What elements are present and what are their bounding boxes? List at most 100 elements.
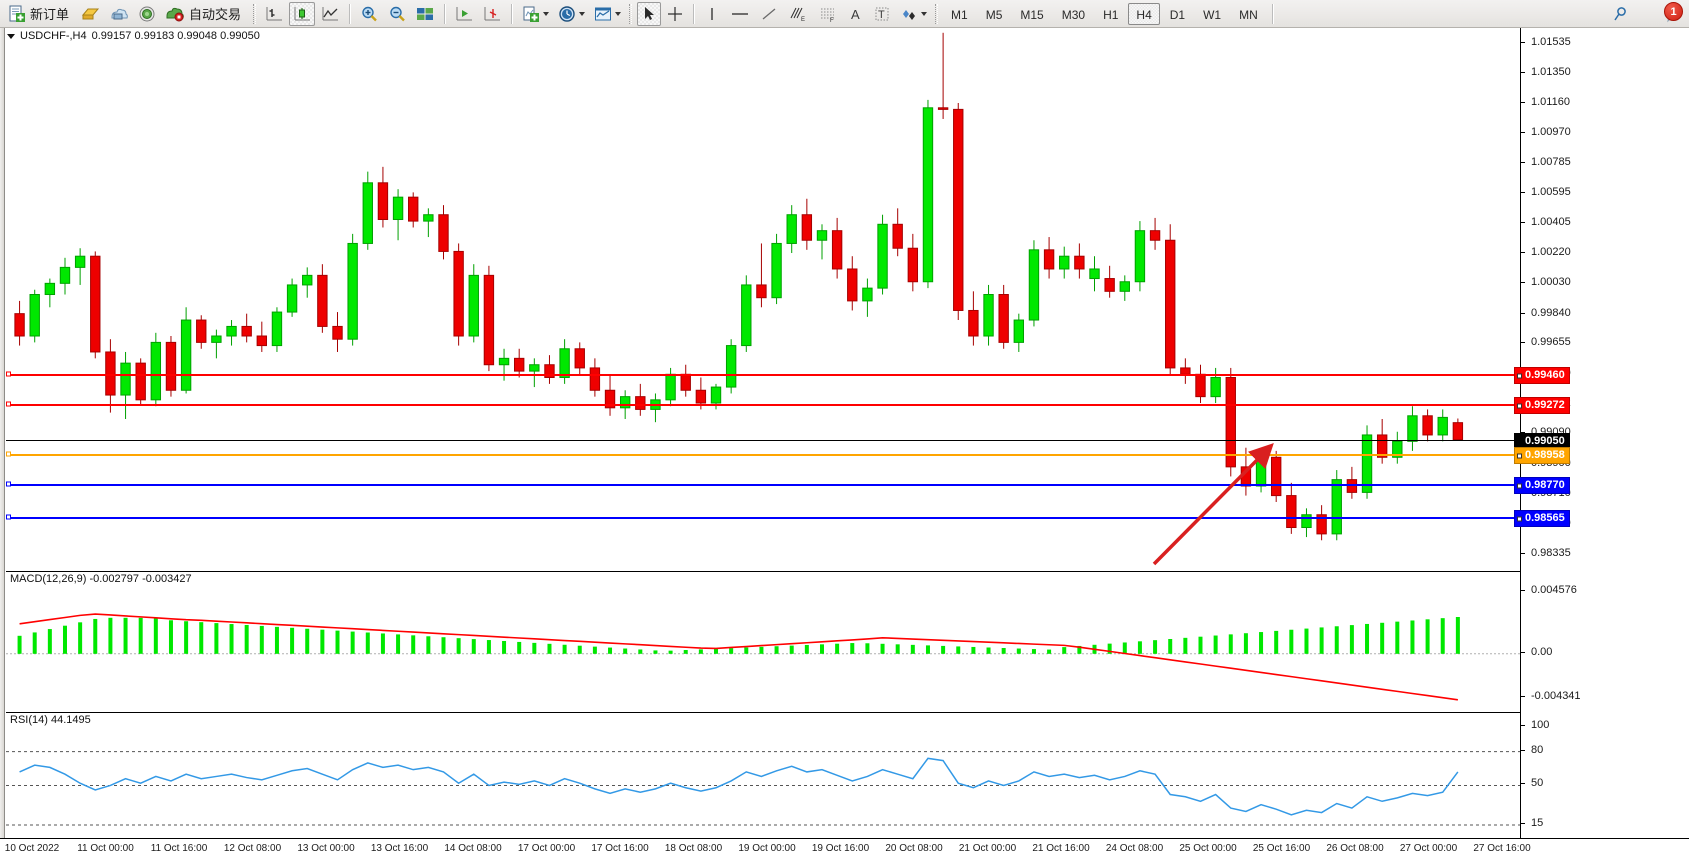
macd-histogram-bar — [562, 644, 567, 654]
macd-histogram-bar — [910, 644, 915, 654]
macd-histogram-bar — [1198, 636, 1203, 654]
price-level-tag[interactable]: 0.98565 — [1514, 510, 1570, 528]
macd-histogram-bar — [1001, 648, 1006, 654]
auto-trading-button[interactable]: 自动交易 — [162, 2, 248, 26]
timeframe-h4[interactable]: H4 — [1128, 2, 1160, 25]
candle-body — [1286, 495, 1297, 529]
chevron-down-icon[interactable] — [579, 11, 586, 16]
vertical-line-tool-button[interactable] — [700, 2, 724, 26]
timeframe-m5[interactable]: M5 — [985, 7, 1003, 22]
candle-body — [1361, 434, 1373, 493]
indicators-button[interactable] — [590, 2, 624, 26]
price-level-line[interactable] — [6, 454, 1520, 457]
candle-body — [59, 266, 71, 284]
price-level-tag[interactable]: 0.99460 — [1514, 367, 1570, 385]
time-tick-label: 12 Oct 08:00 — [223, 843, 282, 854]
tag-handle[interactable] — [1517, 516, 1522, 522]
timeframe-m30[interactable]: M30 — [1061, 7, 1086, 22]
chart-window[interactable]: USDCHF-,H4 0.99157 0.99183 0.99048 0.990… — [0, 28, 1689, 866]
time-axis[interactable]: 10 Oct 2022 11 Oct 00:00 11 Oct 16:00 12 Oc… — [0, 838, 1689, 866]
macd-histogram-bar — [1334, 626, 1339, 654]
macd-histogram-bar — [411, 635, 416, 654]
macd-histogram-bar — [1319, 627, 1324, 654]
tile-windows-button[interactable] — [412, 2, 438, 26]
candle-body — [317, 274, 328, 327]
trendline-tool-button[interactable] — [756, 2, 782, 26]
text-tool-button[interactable]: A — [844, 2, 868, 26]
candlestick-chart-button[interactable] — [289, 1, 316, 26]
price-level-tag[interactable]: 0.98958 — [1514, 447, 1570, 465]
line-anchor-handle[interactable] — [6, 451, 11, 457]
macd-histogram-bar — [153, 617, 158, 654]
bar-chart-icon — [266, 6, 283, 20]
tag-handle[interactable] — [1517, 403, 1522, 409]
price-level-line[interactable] — [6, 484, 1520, 487]
horizontal-line-tool-button[interactable] — [726, 2, 754, 26]
price-pane[interactable] — [6, 28, 1520, 569]
macd-histogram-bar — [471, 639, 476, 654]
line-anchor-handle[interactable] — [6, 514, 11, 520]
chevron-down-icon[interactable] — [7, 33, 15, 39]
tag-handle[interactable] — [1517, 483, 1522, 489]
notification-badge[interactable]: 1 — [1664, 2, 1683, 21]
macd-histogram-bar — [895, 644, 900, 654]
price-level-tag[interactable]: 0.99050 — [1514, 432, 1570, 450]
tag-handle[interactable] — [1517, 373, 1522, 379]
timeframe-m15[interactable]: M15 — [1020, 7, 1044, 22]
timeframe-w1[interactable]: W1 — [1203, 7, 1222, 22]
price-level-line[interactable] — [6, 404, 1520, 407]
candle-body — [150, 341, 162, 401]
chevron-down-icon[interactable] — [543, 11, 550, 16]
rsi-pane[interactable]: RSI(14) 44.1495 — [6, 712, 1520, 838]
elliott-wave-tool-button[interactable]: E — [784, 2, 812, 26]
timeframe-d1[interactable]: D1 — [1169, 7, 1186, 22]
line-chart-button[interactable] — [317, 2, 343, 26]
line-anchor-handle[interactable] — [6, 401, 11, 407]
navigator-button[interactable] — [134, 2, 160, 26]
fibonacci-tool-button[interactable]: F — [814, 2, 842, 26]
price-level-line[interactable] — [6, 439, 1520, 441]
data-window-button[interactable] — [78, 2, 104, 26]
line-anchor-handle[interactable] — [6, 371, 11, 377]
text-label-tool-button[interactable]: T — [870, 2, 894, 26]
tag-handle[interactable] — [1517, 453, 1522, 459]
price-level-tag[interactable]: 0.99272 — [1514, 397, 1570, 415]
elliott-wave-icon: E — [790, 7, 805, 23]
search-button[interactable] — [1608, 2, 1632, 26]
macd-histogram-bar — [1304, 628, 1309, 654]
terminal-button[interactable] — [106, 2, 132, 26]
price-axis[interactable]: 1.01535 1.01350 1.01160 1.00970 1.00785 1.005… — [1514, 28, 1689, 838]
chart-shift-button[interactable] — [451, 2, 477, 26]
macd-histogram-bar — [305, 628, 310, 654]
zoom-in-button[interactable] — [356, 2, 382, 26]
new-chart-button[interactable] — [518, 2, 552, 26]
macd-histogram-bar — [653, 650, 658, 654]
timeframe-mn[interactable]: MN — [1239, 7, 1258, 22]
macd-histogram-bar — [608, 647, 613, 654]
crosshair-tool-button[interactable] — [663, 2, 687, 26]
candle-body — [377, 182, 389, 221]
line-anchor-handle[interactable] — [6, 481, 11, 487]
candle-body — [968, 309, 979, 337]
timeframes-button[interactable] — [554, 2, 588, 26]
price-level-line[interactable] — [6, 517, 1520, 520]
cursor-tool-button[interactable] — [637, 1, 662, 26]
new-order-button[interactable]: 新订单 — [5, 2, 76, 26]
price-level-tag[interactable]: 0.98770 — [1514, 477, 1570, 495]
macd-pane[interactable]: MACD(12,26,9) -0.002797 -0.003427 — [6, 571, 1520, 711]
timeframe-m1[interactable]: M1 — [951, 7, 968, 22]
time-tick-label: 11 Oct 00:00 — [77, 843, 134, 854]
time-tick-label: 13 Oct 00:00 — [297, 843, 355, 854]
chevron-down-icon[interactable] — [615, 11, 622, 16]
price-level-line[interactable] — [6, 374, 1520, 377]
timeframe-h1[interactable]: H1 — [1103, 7, 1119, 22]
zoom-out-button[interactable] — [384, 2, 410, 26]
bar-chart-button[interactable] — [261, 2, 287, 26]
shapes-tool-button[interactable] — [896, 2, 930, 26]
zoom-out-icon — [390, 6, 405, 21]
chevron-down-icon[interactable] — [921, 11, 928, 16]
macd-histogram-bar — [1243, 633, 1248, 654]
candle-body — [1270, 456, 1282, 497]
macd-histogram-bar — [244, 624, 249, 654]
auto-scroll-button[interactable] — [479, 2, 505, 26]
